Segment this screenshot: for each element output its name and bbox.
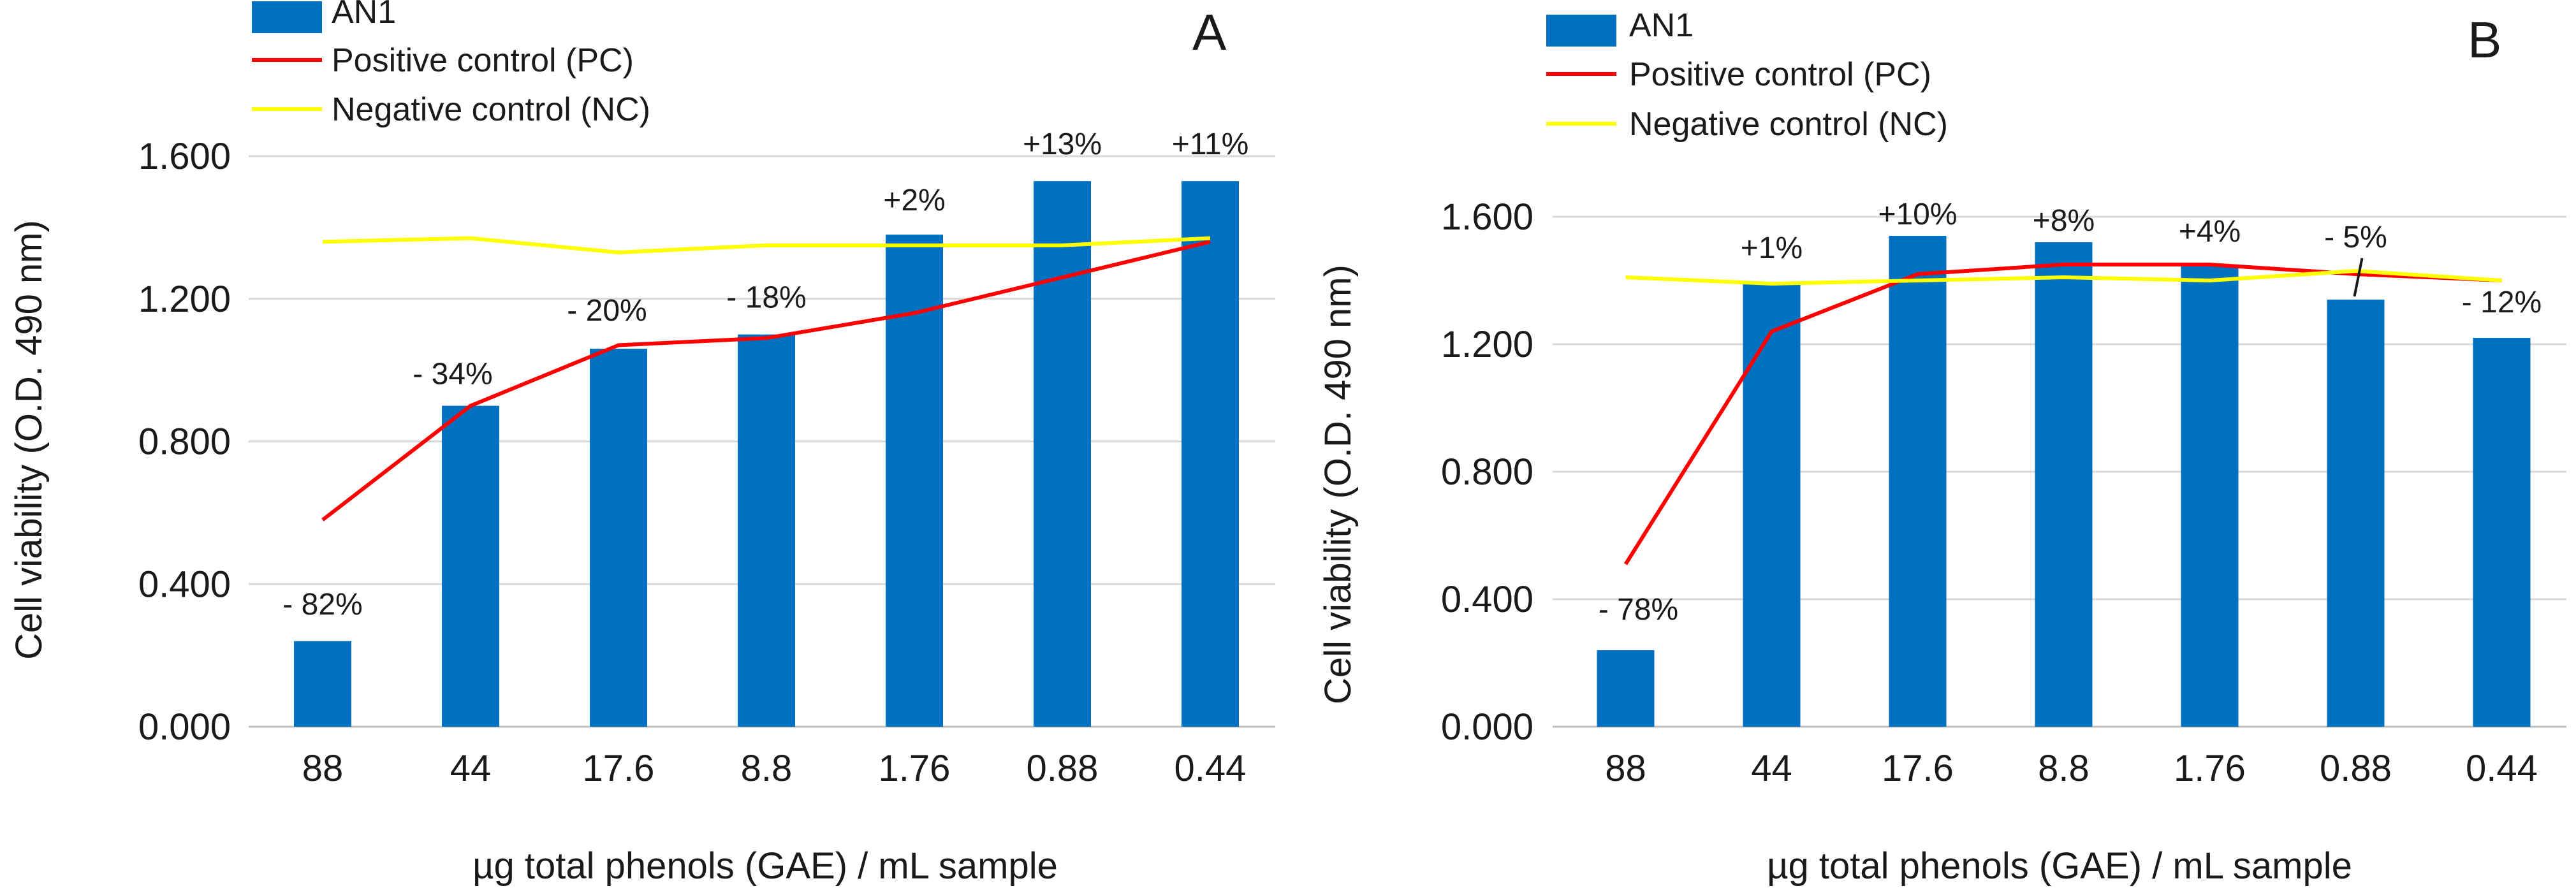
x-tick-label: 8.8 <box>2038 748 2089 789</box>
x-tick-label: 88 <box>302 748 344 789</box>
line-negative-control <box>322 236 1211 255</box>
data-label: +11% <box>1172 127 1249 161</box>
y-axis-title: Cell viability (O.D. 490 nm) <box>1317 265 1359 704</box>
data-label: +13% <box>1023 127 1102 161</box>
legend-label: AN1 <box>332 0 396 31</box>
bar-an1-1.76 <box>2181 265 2239 727</box>
bar-an1-88 <box>1597 650 1655 727</box>
x-tick-label: 0.88 <box>1027 748 1099 789</box>
legend-label: Negative control (NC) <box>1629 106 1948 143</box>
x-tick-label: 17.6 <box>1882 748 1954 789</box>
data-label-leader <box>2353 258 2364 297</box>
y-tick-label: 1.600 <box>1441 196 1533 238</box>
data-label: - 5% <box>2324 221 2387 254</box>
data-label: +2% <box>883 184 945 217</box>
bar-an1-0.44 <box>2473 338 2531 727</box>
data-label: +4% <box>2179 215 2241 249</box>
legend: AN1 Positive control (PC) Negative control… <box>1546 7 1948 143</box>
x-tick-label: 1.76 <box>879 748 951 789</box>
legend-swatch-an1 <box>252 1 322 33</box>
bar-an1-0.88 <box>1034 181 1091 727</box>
y-tick-label: 0.000 <box>1441 706 1533 748</box>
x-tick-label: 44 <box>450 748 492 789</box>
data-label: - 20% <box>567 294 647 328</box>
data-label: - 34% <box>413 358 492 391</box>
bar-an1-0.44 <box>1182 181 1239 727</box>
x-tick-label: 88 <box>1605 748 1646 789</box>
data-label: +1% <box>1741 231 1803 265</box>
data-label: +10% <box>1878 198 1957 231</box>
x-tick-label: 0.88 <box>2320 748 2392 789</box>
y-axis-title: Cell viability (O.D. 490 nm) <box>8 220 50 660</box>
bar-an1-0.88 <box>2327 300 2385 727</box>
data-label: - 18% <box>726 281 806 315</box>
x-tick-label: 0.44 <box>1175 748 1247 789</box>
bar-an1-8.8 <box>738 334 795 727</box>
bar-an1-88 <box>294 641 351 727</box>
legend: AN1 Positive control (PC) Negative control… <box>252 0 650 128</box>
line-positive-control <box>1623 263 2502 565</box>
y-tick-label: 0.000 <box>138 706 231 748</box>
data-label: - 78% <box>1599 593 1678 627</box>
y-tick-label: 0.800 <box>1441 451 1533 493</box>
x-tick-label: 17.6 <box>583 748 655 789</box>
y-tick-label: 0.400 <box>1441 579 1533 620</box>
y-tick-label: 0.800 <box>138 421 231 463</box>
y-tick-label: 1.200 <box>1441 324 1533 365</box>
line-positive-control <box>321 240 1211 521</box>
x-tick-label: 0.44 <box>2466 748 2538 789</box>
bar-an1-44 <box>442 405 499 727</box>
legend-swatch-an1 <box>1546 15 1616 47</box>
line-negative-control <box>1625 269 2502 286</box>
y-tick-label: 0.400 <box>138 564 231 605</box>
data-label: +8% <box>2033 204 2095 238</box>
legend-label: AN1 <box>1629 7 1694 44</box>
x-tick-label: 1.76 <box>2174 748 2246 789</box>
chart-panel-b: 0.000 0.400 0.800 1.200 1.600 - 78% +1% +10% +8%… <box>1317 7 2566 887</box>
x-tick-label: 8.8 <box>741 748 793 789</box>
y-tick-label: 1.600 <box>138 136 231 177</box>
data-label: - 12% <box>2462 286 2542 319</box>
data-label: - 82% <box>282 588 362 622</box>
chart-panel-a: 0.000 0.400 0.800 1.200 1.600 - 82% - 34% - 20%… <box>8 0 1275 887</box>
panel-letter: A <box>1192 4 1227 61</box>
legend-label: Positive control (PC) <box>332 42 634 79</box>
legend-label: Negative control (NC) <box>332 91 650 128</box>
legend-label: Positive control (PC) <box>1629 56 1931 93</box>
bar-an1-8.8 <box>2035 242 2093 727</box>
bar-an1-44 <box>1743 284 1801 727</box>
panel-letter: B <box>2468 11 2501 68</box>
x-axis-title: µg total phenols (GAE) / mL sample <box>472 845 1058 887</box>
bar-an1-17.6 <box>590 349 647 727</box>
y-tick-label: 1.200 <box>138 279 231 320</box>
x-tick-label: 44 <box>1751 748 1792 789</box>
bar-an1-17.6 <box>1889 236 1947 727</box>
x-axis-title: µg total phenols (GAE) / mL sample <box>1767 845 2352 887</box>
